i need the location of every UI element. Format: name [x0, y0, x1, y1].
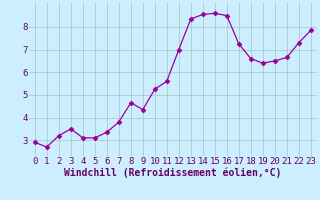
X-axis label: Windchill (Refroidissement éolien,°C): Windchill (Refroidissement éolien,°C) [64, 168, 282, 178]
